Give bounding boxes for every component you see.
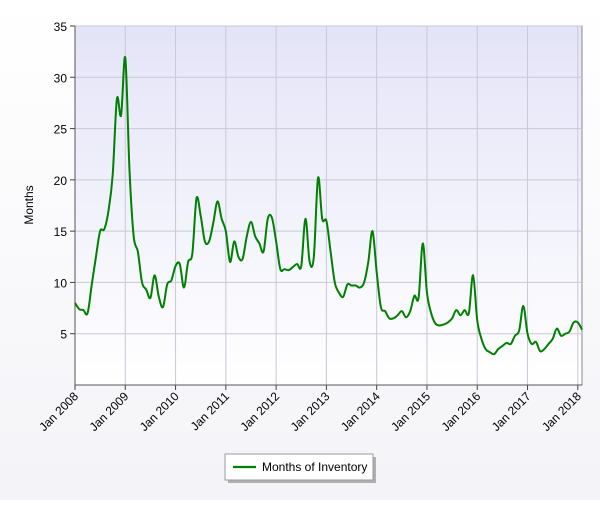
- y-tick-label: 10: [54, 276, 68, 290]
- legend[interactable]: Months of Inventory: [224, 453, 376, 483]
- x-tick-label: Jan 2013: [288, 389, 333, 434]
- x-tick-label: Jan 2014: [338, 389, 383, 434]
- y-tick-label: 35: [54, 20, 68, 34]
- y-tick-label: 30: [54, 71, 68, 85]
- series-layer: [74, 56, 583, 356]
- y-tick-label: 25: [54, 123, 68, 137]
- x-tick-label: Jan 2015: [388, 389, 433, 434]
- x-tick-label: Jan 2011: [188, 389, 232, 433]
- x-tick-label: Jan 2012: [237, 389, 282, 434]
- x-tick-label: Jan 2010: [137, 389, 182, 434]
- y-tick-label: 20: [54, 174, 68, 188]
- x-tick-label: Jan 2009: [87, 389, 132, 434]
- y-tick-label: 5: [60, 328, 67, 342]
- y-axis-title: Months: [22, 185, 36, 224]
- x-tick-label: Jan 2008: [36, 389, 81, 434]
- y-tick-label: 15: [54, 225, 68, 239]
- series-line-months-of-inventory: [74, 56, 583, 356]
- x-tick-label: Jan 2017: [489, 389, 534, 434]
- x-tick-label: Jan 2018: [539, 389, 584, 434]
- grid: [74, 25, 582, 385]
- legend-label: Months of Inventory: [262, 460, 367, 474]
- x-tick-label: Jan 2016: [439, 389, 484, 434]
- plot-area: [74, 25, 583, 386]
